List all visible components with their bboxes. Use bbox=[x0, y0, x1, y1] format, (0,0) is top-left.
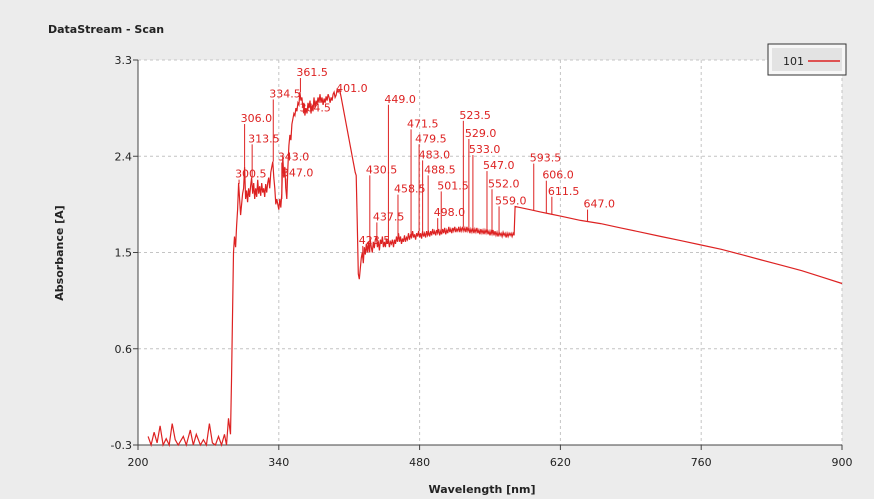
peak-label: 501.5 bbox=[437, 179, 469, 192]
y-tick-label: -0.3 bbox=[111, 439, 132, 452]
peak-label: 529.0 bbox=[465, 127, 497, 140]
peak-label: 437.5 bbox=[373, 210, 405, 223]
x-tick-label: 480 bbox=[409, 456, 430, 469]
peak-label: 347.0 bbox=[282, 167, 314, 180]
peak-label: 483.0 bbox=[419, 148, 451, 161]
peak-label: 647.0 bbox=[584, 198, 616, 211]
peak-label: 593.5 bbox=[530, 152, 562, 165]
peak-label: 361.5 bbox=[296, 66, 328, 79]
x-tick-label: 900 bbox=[832, 456, 853, 469]
y-tick-label: 2.4 bbox=[115, 150, 133, 163]
peak-label: 533.0 bbox=[469, 143, 501, 156]
y-tick-label: 3.3 bbox=[115, 54, 133, 67]
peak-label: 523.5 bbox=[459, 109, 491, 122]
series-layer bbox=[147, 87, 843, 448]
peak-label: 559.0 bbox=[495, 194, 526, 207]
peak-label: 423.5 bbox=[359, 234, 391, 247]
peak-label: 449.0 bbox=[384, 93, 416, 106]
plot-area bbox=[138, 60, 842, 445]
x-tick-label: 200 bbox=[128, 456, 149, 469]
peak-label: 313.5 bbox=[248, 132, 279, 145]
peak-label: 364.5 bbox=[299, 101, 331, 114]
peak-label: 430.5 bbox=[366, 163, 398, 176]
peak-label: 343.0 bbox=[278, 151, 310, 164]
x-tick-label: 760 bbox=[691, 456, 712, 469]
peak-labels: 300.5 306.0 313.5 334.5 343.0 347.0 361.5 364.5… bbox=[235, 66, 615, 247]
series-line-101 bbox=[147, 87, 843, 448]
legend-inner bbox=[772, 48, 842, 71]
peak-label: 488.5 bbox=[424, 163, 456, 176]
peak-label: 606.0 bbox=[542, 169, 574, 182]
y-tick-label: 0.6 bbox=[115, 343, 133, 356]
peak-label: 498.0 bbox=[434, 206, 466, 219]
x-tick-label: 620 bbox=[550, 456, 571, 469]
axes: 200 340 480 620 760 900 -0.3 0.6 1.5 2.4 3.3 bbox=[111, 54, 853, 469]
y-axis-label: Absorbance [A] bbox=[53, 205, 66, 300]
peak-label: 306.0 bbox=[241, 112, 273, 125]
peak-label: 458.5 bbox=[394, 183, 426, 196]
peak-label: 552.0 bbox=[488, 177, 520, 190]
peak-label: 479.5 bbox=[415, 132, 447, 145]
chart-title: DataStream - Scan bbox=[48, 23, 164, 36]
x-axis-label: Wavelength [nm] bbox=[429, 483, 536, 496]
peak-label: 300.5 bbox=[235, 168, 267, 181]
legend: 101 bbox=[767, 43, 847, 76]
peak-label: 401.0 bbox=[336, 82, 368, 95]
peak-label: 547.0 bbox=[483, 159, 515, 172]
x-tick-label: 340 bbox=[268, 456, 289, 469]
peak-label: 334.5 bbox=[269, 87, 301, 100]
peak-label: 611.5 bbox=[548, 185, 580, 198]
legend-series-label: 101 bbox=[783, 55, 804, 68]
peak-label: 471.5 bbox=[407, 117, 439, 130]
y-tick-label: 1.5 bbox=[115, 247, 133, 260]
